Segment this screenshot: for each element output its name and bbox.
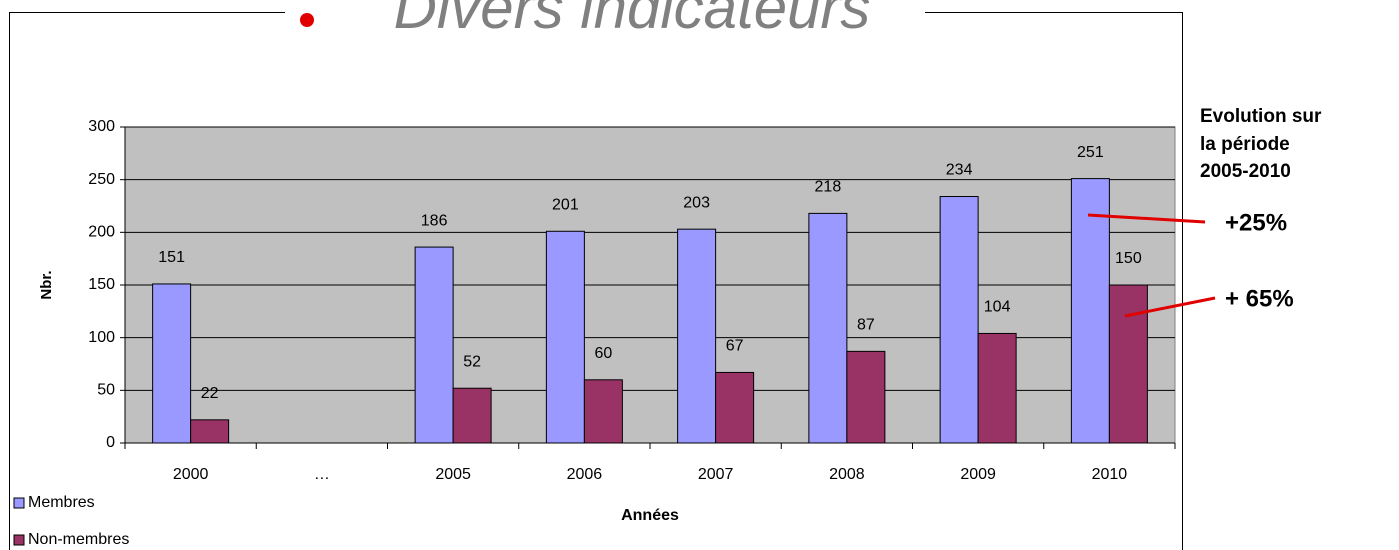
value-label: 87 — [857, 317, 875, 334]
bar — [977, 332, 1017, 444]
x-tick-label: 2010 — [1092, 466, 1128, 483]
title-bullet — [300, 13, 314, 27]
x-tick-label: 2005 — [435, 466, 471, 483]
bar — [846, 350, 886, 444]
x-tick-label: 2009 — [960, 466, 996, 483]
bar — [152, 283, 192, 444]
value-label: 22 — [201, 385, 219, 402]
x-tick-label: 2007 — [698, 466, 734, 483]
x-tick-label: 2006 — [567, 466, 603, 483]
annotation: +25% — [1225, 209, 1287, 236]
bar — [583, 379, 623, 444]
annotation-line — [1087, 213, 1206, 224]
value-label: 201 — [552, 196, 579, 213]
value-label: 251 — [1077, 144, 1104, 161]
value-label: 186 — [421, 212, 448, 229]
value-label: 67 — [726, 338, 744, 355]
bar — [677, 228, 717, 444]
bar — [414, 246, 454, 444]
legend-swatch — [13, 497, 25, 509]
y-tick-label: 0 — [106, 434, 115, 451]
y-axis-label: Nbr. — [38, 270, 55, 299]
value-label: 52 — [463, 353, 481, 370]
bar — [545, 230, 585, 444]
annotation-title: 2005-2010 — [1200, 161, 1291, 182]
legend-swatch — [13, 534, 25, 546]
annotation-title: la période — [1200, 134, 1290, 155]
bar — [808, 212, 848, 444]
bar — [715, 371, 755, 444]
bar — [190, 419, 230, 444]
bar — [1070, 178, 1110, 444]
legend-label: Membres — [28, 494, 95, 511]
x-axis-label: Années — [621, 507, 679, 524]
value-label: 150 — [1115, 250, 1142, 267]
value-label: 218 — [815, 179, 842, 196]
annotation-title: Evolution sur — [1200, 106, 1322, 127]
value-label: 151 — [158, 249, 185, 266]
y-tick-label: 300 — [88, 118, 115, 135]
bar — [939, 196, 979, 444]
y-tick-label: 50 — [97, 382, 115, 399]
y-tick-label: 200 — [88, 224, 115, 241]
value-label: 203 — [683, 194, 710, 211]
chart-title: Divers indicateurs — [394, 0, 871, 41]
annotation-line — [1124, 296, 1216, 318]
value-label: 60 — [594, 345, 612, 362]
y-tick-label: 150 — [88, 276, 115, 293]
x-tick-label: 2000 — [173, 466, 209, 483]
bar — [1108, 284, 1148, 444]
y-tick-label: 250 — [88, 171, 115, 188]
value-label: 234 — [946, 162, 973, 179]
annotation: + 65% — [1225, 285, 1294, 312]
y-tick-label: 100 — [88, 329, 115, 346]
x-tick-label: 2008 — [829, 466, 865, 483]
bar — [452, 387, 492, 444]
x-tick-label: … — [314, 466, 330, 483]
title-backdrop — [285, 0, 925, 40]
legend-label: Non-membres — [28, 531, 129, 548]
value-label: 104 — [984, 299, 1011, 316]
